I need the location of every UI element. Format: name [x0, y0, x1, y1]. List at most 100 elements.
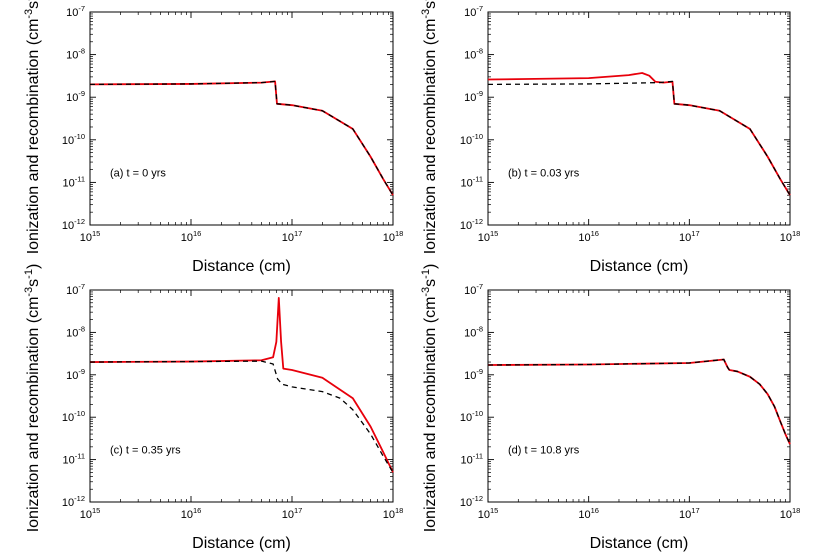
- ylabel-right-bottom: Ionization and recombination (cm-3s-1): [420, 264, 439, 533]
- tick-base: 10: [460, 220, 472, 232]
- x-axis-title: Distance (cm): [590, 535, 689, 552]
- tick-exponent: -10: [74, 132, 85, 141]
- x-tick-label: 1016: [578, 229, 599, 244]
- y-tick-label: 10-12: [62, 217, 85, 232]
- tick-exponent: 16: [591, 229, 599, 238]
- plot-frame: [487, 289, 791, 503]
- y-tick-label: 10-8: [66, 324, 85, 339]
- chart-panel-0: 1015 1016 1017 101810-1210-1110-1010-910-81…: [62, 4, 403, 275]
- tick-exponent: 15: [92, 506, 100, 515]
- panel-label: (b) t = 0.03 yrs: [508, 167, 580, 179]
- ylabel-mid: s: [422, 279, 439, 287]
- y-tick-label: 10-9: [66, 367, 85, 382]
- tick-base: 10: [62, 455, 74, 467]
- ylabel-base: Ionization and recombination (cm: [422, 297, 439, 533]
- x-tick-label: 1015: [80, 229, 101, 244]
- x-tick-label: 1016: [181, 506, 202, 521]
- tick-exponent: -7: [476, 4, 483, 13]
- panel-label: (a) t = 0 yrs: [110, 167, 166, 179]
- tick-base: 10: [464, 327, 476, 339]
- ylabel-exp2: -1: [23, 269, 35, 279]
- tick-exponent: -12: [472, 494, 483, 503]
- tick-base: 10: [62, 412, 74, 424]
- tick-exponent: -7: [476, 282, 483, 291]
- tick-base: 10: [464, 370, 476, 382]
- ylabel-mid: s: [25, 279, 42, 287]
- x-axis-title: Distance (cm): [590, 258, 689, 275]
- chart-panel-1: 1015 1016 1017 101810-1210-1110-1010-910-81…: [460, 4, 800, 275]
- tick-exponent: -8: [78, 47, 85, 56]
- ylabel-base: Ionization and recombination (cm: [25, 19, 42, 255]
- tick-base: 10: [464, 50, 476, 62]
- plot-frame: [89, 289, 394, 503]
- tick-exponent: -7: [78, 4, 85, 13]
- tick-base: 10: [460, 455, 472, 467]
- tick-exponent: -12: [74, 217, 85, 226]
- tick-base: 10: [62, 177, 74, 189]
- tick-exponent: -11: [473, 174, 483, 183]
- tick-exponent: -9: [78, 89, 85, 98]
- tick-exponent: -9: [78, 367, 85, 376]
- tick-base: 10: [62, 135, 74, 147]
- tick-base: 10: [780, 509, 792, 521]
- y-tick-label: 10-11: [62, 452, 85, 467]
- ylabel-exp1: -3: [420, 9, 432, 19]
- tick-base: 10: [578, 232, 590, 244]
- x-tick-label: 1015: [478, 229, 499, 244]
- tick-exponent: -8: [78, 324, 85, 333]
- ylabel-end: ): [422, 264, 439, 269]
- y-tick-label: 10-8: [464, 324, 483, 339]
- tick-base: 10: [478, 509, 490, 521]
- tick-exponent: 16: [591, 506, 599, 515]
- x-tick-label: 1016: [181, 229, 202, 244]
- tick-exponent: -12: [472, 217, 483, 226]
- tick-base: 10: [460, 177, 472, 189]
- panel-label: (c) t = 0.35 yrs: [110, 445, 181, 457]
- y-tick-label: 10-9: [464, 367, 483, 382]
- y-tick-label: 10-11: [62, 174, 85, 189]
- tick-exponent: 17: [691, 506, 699, 515]
- y-tick-label: 10-7: [464, 4, 483, 19]
- x-tick-label: 1018: [780, 229, 801, 244]
- tick-exponent: 15: [490, 229, 498, 238]
- tick-exponent: 16: [193, 506, 201, 515]
- y-tick-label: 10-12: [460, 217, 483, 232]
- y-tick-label: 10-8: [66, 47, 85, 62]
- y-tick-label: 10-7: [66, 4, 85, 19]
- tick-exponent: 18: [395, 506, 403, 515]
- ylabel-base: Ionization and recombination (cm: [422, 19, 439, 255]
- plot-frame: [89, 11, 394, 226]
- tick-base: 10: [460, 135, 472, 147]
- x-tick-label: 1018: [780, 506, 801, 521]
- y-tick-label: 10-9: [464, 89, 483, 104]
- x-tick-label: 1017: [679, 229, 700, 244]
- tick-base: 10: [464, 92, 476, 104]
- tick-base: 10: [181, 232, 193, 244]
- ylabel-left-bottom: Ionization and recombination (cm-3s-1): [23, 264, 42, 533]
- tick-base: 10: [464, 285, 476, 297]
- ylabel-exp2: -1: [420, 269, 432, 279]
- ylabel-right-top: Ionization and recombination (cm-3s-1): [420, 0, 439, 254]
- tick-exponent: 16: [193, 229, 201, 238]
- x-tick-label: 1016: [578, 506, 599, 521]
- tick-base: 10: [66, 50, 78, 62]
- ylabel-base: Ionization and recombination (cm: [25, 297, 42, 533]
- tick-base: 10: [282, 232, 294, 244]
- recombination-series-line: [89, 80, 394, 196]
- ionization-series-line: [487, 358, 791, 445]
- panel-label: (d) t = 10.8 yrs: [508, 445, 580, 457]
- tick-exponent: -10: [472, 132, 483, 141]
- tick-base: 10: [383, 509, 395, 521]
- tick-base: 10: [66, 327, 78, 339]
- tick-base: 10: [383, 232, 395, 244]
- y-tick-label: 10-8: [464, 47, 483, 62]
- tick-base: 10: [282, 509, 294, 521]
- y-tick-label: 10-10: [460, 409, 483, 424]
- tick-exponent: -12: [74, 494, 85, 503]
- chart-panel-2: 1015 1016 1017 101810-1210-1110-1010-910-81…: [62, 282, 403, 552]
- chart-panel-3: 1015 1016 1017 101810-1210-1110-1010-910-81…: [460, 282, 800, 552]
- tick-exponent: -8: [476, 47, 483, 56]
- tick-base: 10: [460, 497, 472, 509]
- tick-exponent: -7: [78, 282, 85, 291]
